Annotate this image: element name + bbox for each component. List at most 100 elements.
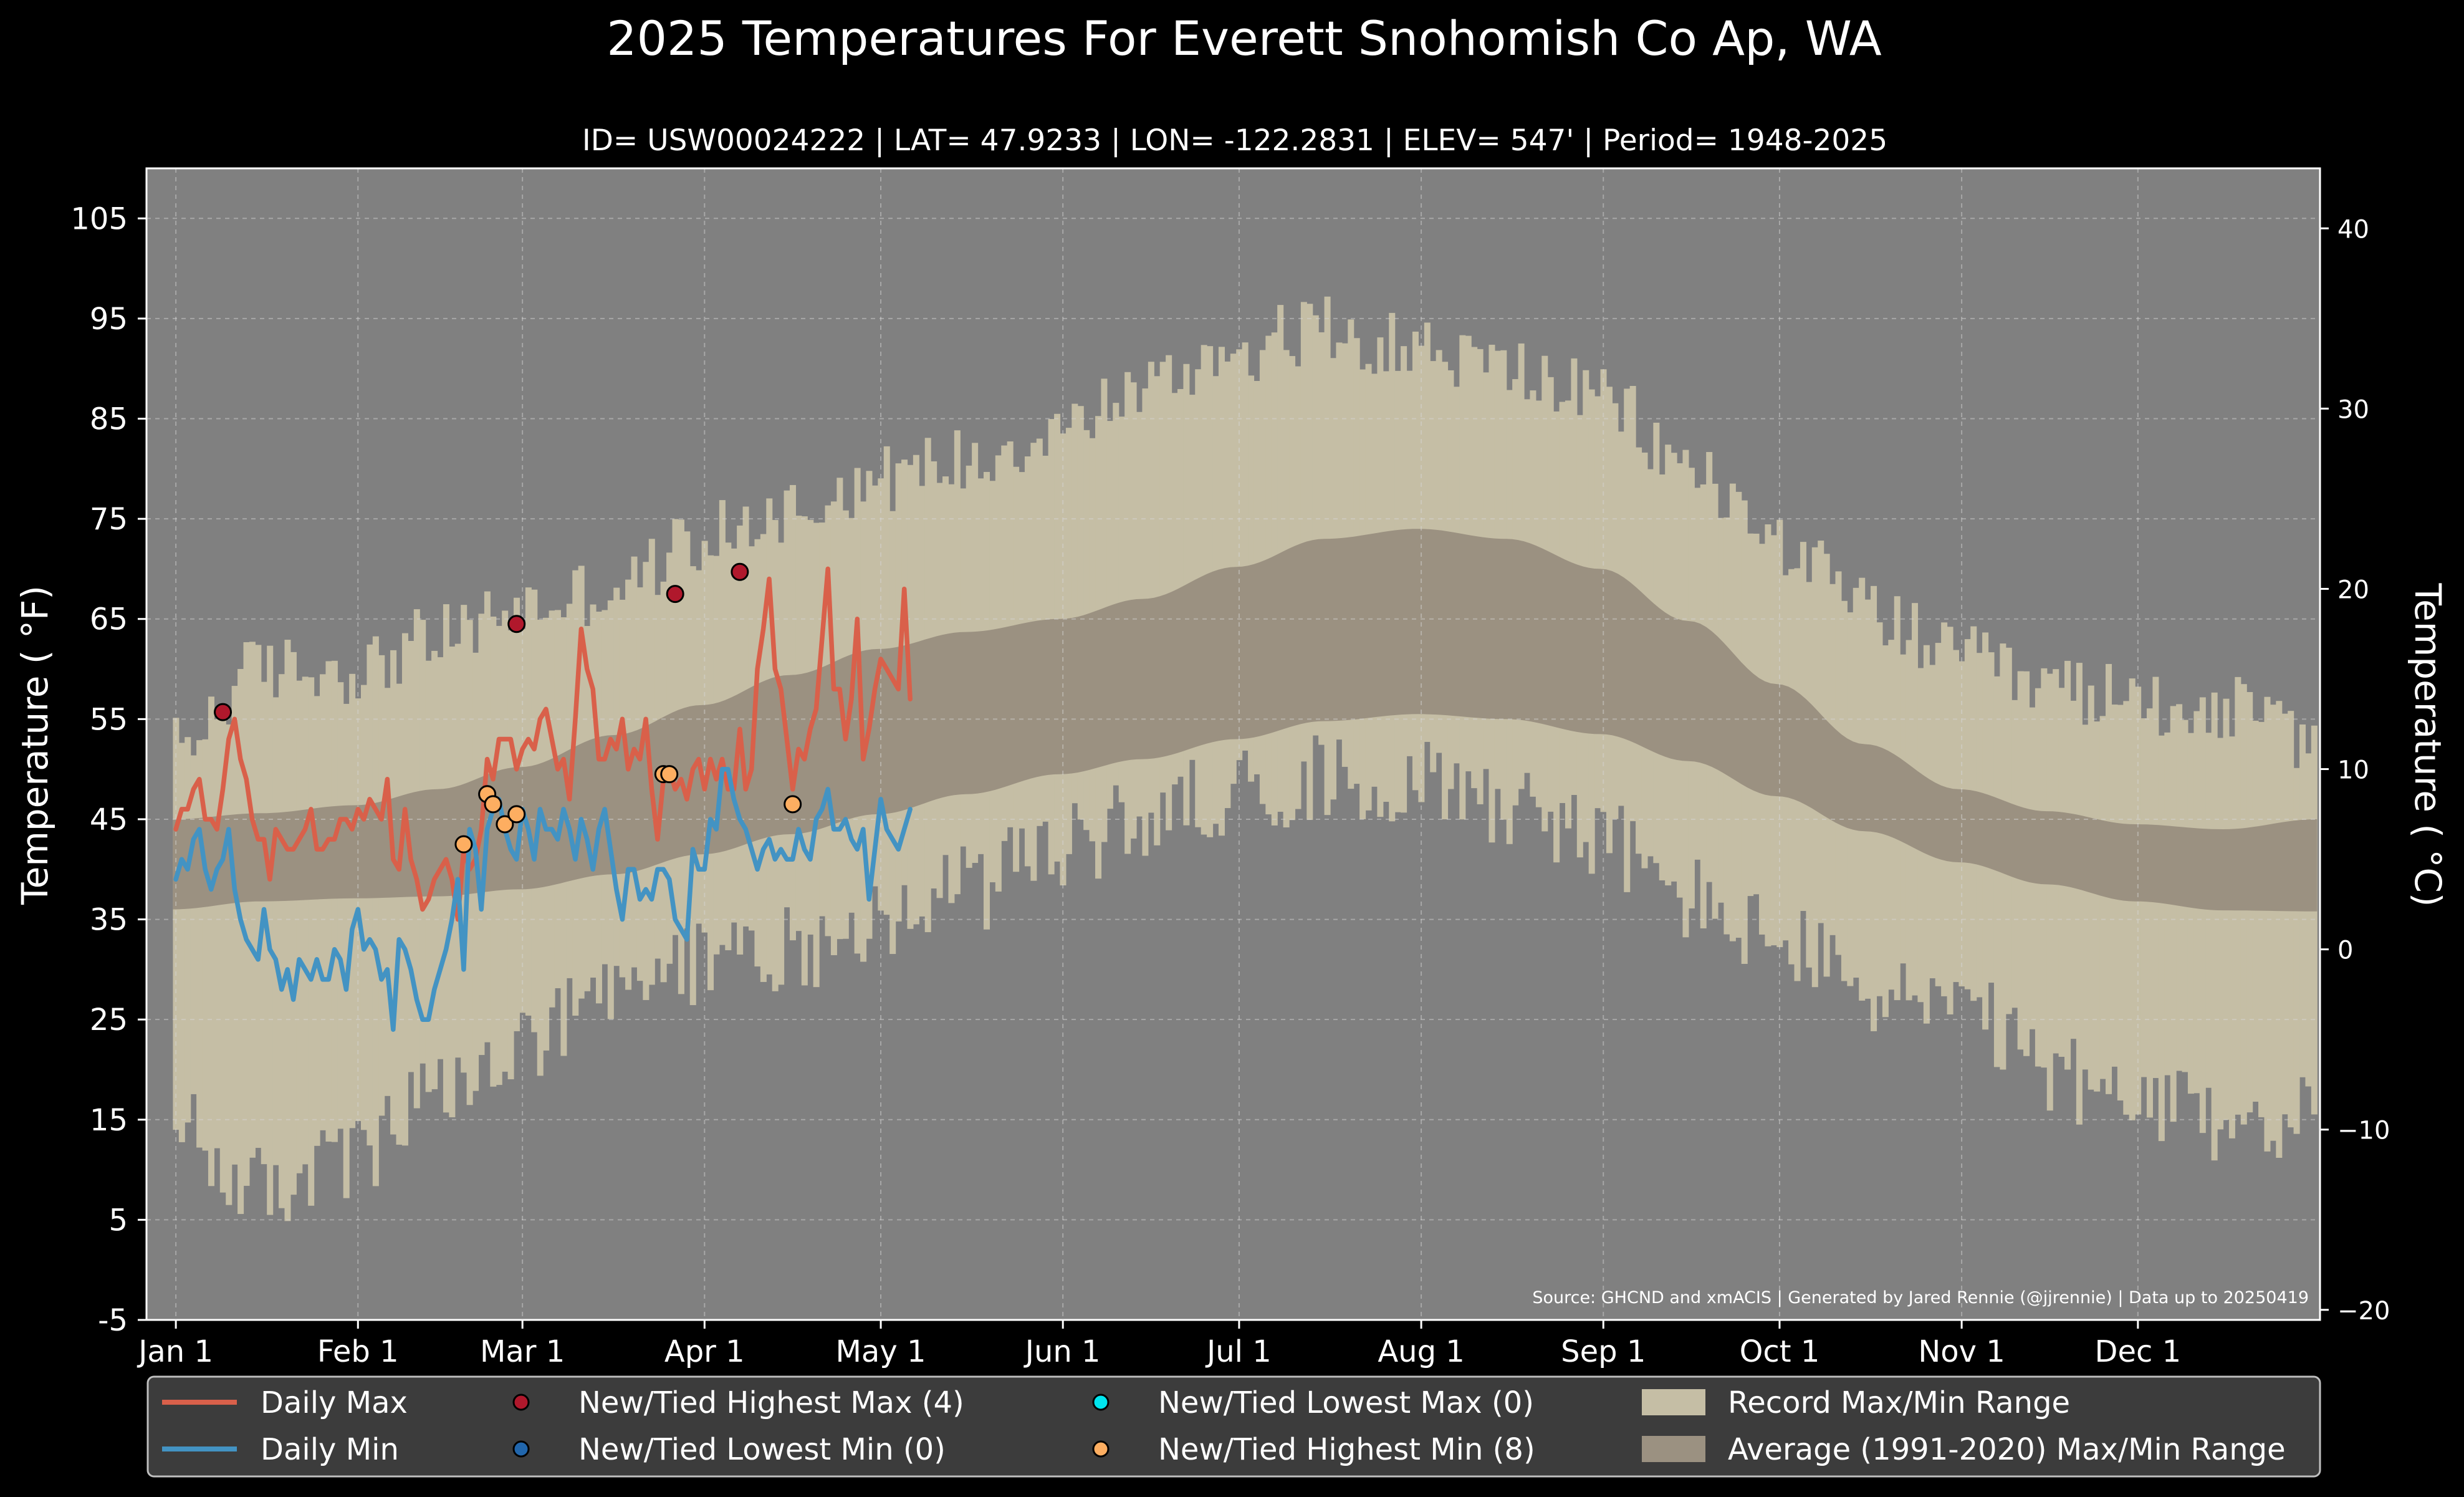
legend-new-lowest-max-swatch [1092,1394,1110,1411]
record-range-bar [2276,701,2283,1158]
y-right-tick-label: −20 [2337,1297,2390,1326]
record-range-bar [284,640,291,1221]
new-highest-max-marker [731,562,749,581]
record-range-bar [185,737,191,1123]
record-range-bar [267,645,274,1215]
legend-record-range-label: Record Max/Min Range [1728,1385,2070,1420]
legend-new-highest-max-swatch [512,1394,530,1411]
record-range-bar [337,682,344,1129]
legend-new-lowest-max-label: New/Tied Lowest Max (0) [1158,1385,1534,1420]
new-highest-min-marker [660,765,679,784]
record-range-bar [308,677,315,1206]
x-tick-label: Jan 1 [137,1334,213,1369]
y-right-tick-label: 30 [2337,395,2369,424]
y-axis-label: Temperature ( °F) [14,585,56,905]
record-range-bar [320,674,327,1130]
y-tick-label: 75 [90,502,128,537]
y-tick-label: 55 [90,702,128,737]
x-tick-label: Apr 1 [664,1334,745,1369]
legend-new-highest-min-label: New/Tied Highest Min (8) [1158,1432,1535,1467]
record-range-bar [1312,315,1319,736]
y-tick-label: 105 [70,201,128,236]
record-range-bar [2281,713,2288,1115]
x-tick-label: Jun 1 [1023,1334,1101,1369]
record-range-bar [2211,692,2218,1161]
record-range-bar [2076,663,2083,1125]
y-axis-label-right: Temperature ( °C) [2407,582,2449,907]
legend-daily-min-label: Daily Min [261,1432,399,1467]
y-tick-label: -5 [98,1303,128,1338]
legend: Daily Max Daily Min New/Tied Highest Max (… [146,1375,2321,1478]
record-range-bar [190,755,197,1094]
y-tick-label: 85 [90,402,128,437]
record-range-bar [2146,708,2153,1118]
y-right-tick-label: −10 [2337,1117,2390,1145]
new-highest-max-marker [214,703,232,721]
record-range-bar [1242,342,1249,751]
y-tick-label: 35 [90,903,128,938]
y-right-tick-label: 20 [2337,575,2369,604]
record-range-bar [2228,736,2235,1138]
record-range-bar [2264,696,2271,1152]
y-tick-label: 15 [90,1103,128,1138]
record-range-bar [2099,716,2106,1079]
record-range-bar [325,661,332,1142]
y-tick-label: 5 [108,1203,128,1238]
record-range-bar [173,718,180,1130]
record-range-bar [2170,706,2177,1122]
record-range-bar [202,739,209,1151]
record-range-bar [1159,362,1166,793]
record-range-bar [2199,697,2206,1134]
chart-title: 2025 Temperatures For Everett Snohomish … [606,11,1881,66]
legend-new-lowest-min-label: New/Tied Lowest Min (0) [578,1432,946,1467]
record-range-bar [1993,676,2000,1067]
record-range-bar [2258,721,2265,1117]
record-range-bar [290,652,297,1195]
y-tick-label: 25 [90,1003,128,1037]
legend-new-highest-min-swatch [1092,1440,1110,1458]
x-tick-label: May 1 [836,1334,926,1369]
y-tick-label: 95 [90,302,128,337]
record-range-bar [1077,406,1084,820]
record-range-bar [2205,733,2212,1088]
chart-subtitle: ID= USW00024222 | LAT= 47.9233 | LON= -1… [582,123,1887,158]
record-range-bar [1177,388,1184,777]
record-range-bar [1148,362,1154,813]
record-range-bar [302,676,309,1165]
legend-box [146,1375,2321,1478]
record-range-bar [1300,302,1307,762]
record-range-bar [279,674,285,1208]
x-tick-label: Aug 1 [1378,1334,1465,1369]
record-range-bar [196,740,203,1148]
average-range-band [173,529,2318,912]
record-range-bar [331,660,338,1142]
record-range-bar [296,680,303,1173]
record-range-bar [2288,711,2294,1128]
legend-average-range-label: Average (1991-2020) Max/Min Range [1728,1432,2286,1467]
record-range-bar [1236,349,1243,761]
record-range-bar [208,696,214,1187]
record-range-bar [1113,403,1119,786]
record-range-bar [2082,724,2089,1070]
record-range-bar [1071,403,1078,804]
record-range-bar [2217,738,2224,1130]
legend-record-range-swatch [1642,1389,1705,1415]
new-highest-min-marker [454,835,473,854]
record-range-bar [2187,733,2194,1094]
record-range-bar [214,719,221,1148]
new-highest-min-marker [496,815,514,834]
record-range-bar [226,724,232,1205]
x-tick-label: Oct 1 [1740,1334,1820,1369]
x-tick-label: Mar 1 [480,1334,565,1369]
x-tick-label: Nov 1 [1918,1334,2005,1369]
record-range-bar [2158,735,2165,1142]
record-range-bar [2094,721,2101,1092]
record-range-bar [243,642,250,1186]
legend-new-highest-max-label: New/Tied Highest Max (4) [578,1385,964,1420]
record-range-bar [2252,720,2259,1102]
legend-new-lowest-min-swatch [512,1440,530,1458]
legend-daily-max-label: Daily Max [261,1385,408,1420]
record-range-bar [219,706,226,1193]
y-right-tick-label: 40 [2337,215,2369,244]
